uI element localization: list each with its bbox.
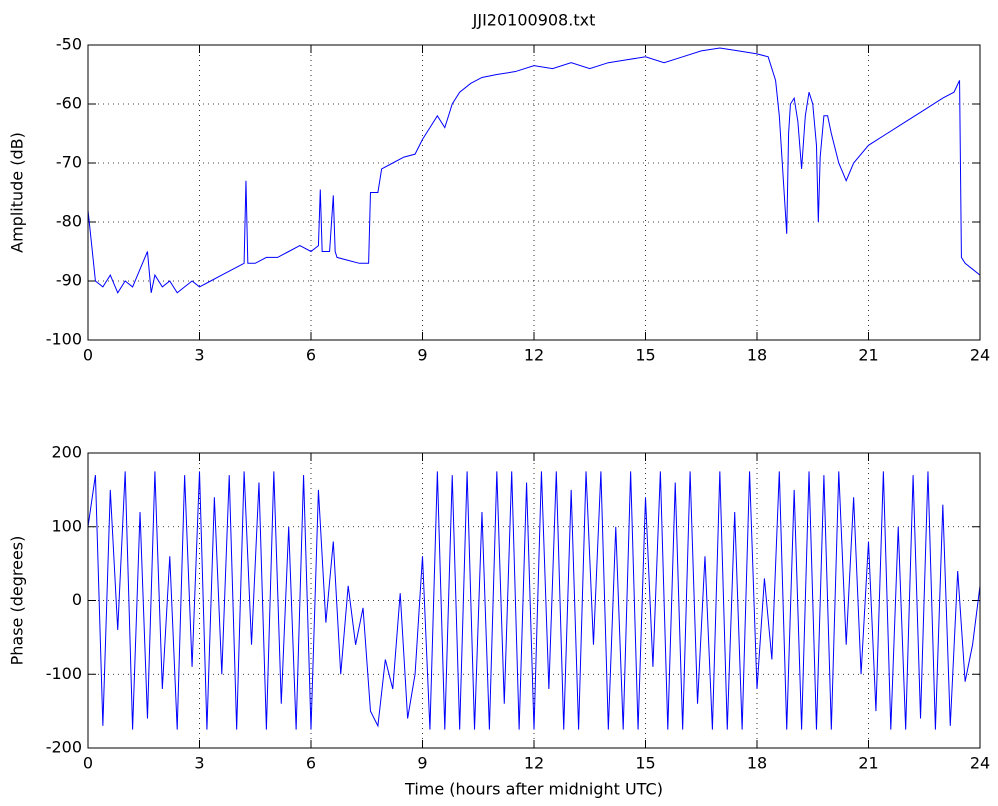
x-tick-label: 18 [747,346,767,365]
x-tick-label: 6 [306,754,316,773]
x-tick-label: 12 [524,346,544,365]
x-tick-label: 0 [83,346,93,365]
data-line [87,471,981,730]
y-tick-label: -50 [56,35,82,54]
data-line [87,47,981,294]
x-tick-label: 12 [524,754,544,773]
y-tick-label: -70 [56,153,82,172]
x-tick-label: 9 [417,346,427,365]
chart-title: JJI20100908.txt [472,11,596,30]
y-tick-label: -60 [56,94,82,113]
y-tick-label: 0 [72,590,82,609]
x-tick-label: 15 [635,754,655,773]
x-tick-label: 9 [417,754,427,773]
x-tick-label: 21 [858,346,878,365]
x-tick-label: 0 [83,754,93,773]
x-tick-label: 24 [970,346,990,365]
x-tick-label: 3 [194,346,204,365]
y-axis-label: Phase (degrees) [8,536,27,666]
x-tick-label: 15 [635,346,655,365]
y-tick-label: 200 [51,443,82,462]
y-tick-label: -80 [56,212,82,231]
y-tick-label: -200 [46,738,82,757]
x-tick-label: 24 [970,754,990,773]
x-axis-label: Time (hours after midnight UTC) [404,780,663,799]
y-axis-label: Amplitude (dB) [8,132,27,253]
x-tick-label: 6 [306,346,316,365]
y-tick-label: -100 [46,664,82,683]
x-tick-label: 18 [747,754,767,773]
y-tick-label: -90 [56,271,82,290]
y-tick-label: -100 [46,330,82,349]
y-tick-label: 100 [51,516,82,535]
axes-box [87,44,981,341]
axes-box [87,452,981,749]
x-tick-label: 3 [194,754,204,773]
x-tick-label: 21 [858,754,878,773]
